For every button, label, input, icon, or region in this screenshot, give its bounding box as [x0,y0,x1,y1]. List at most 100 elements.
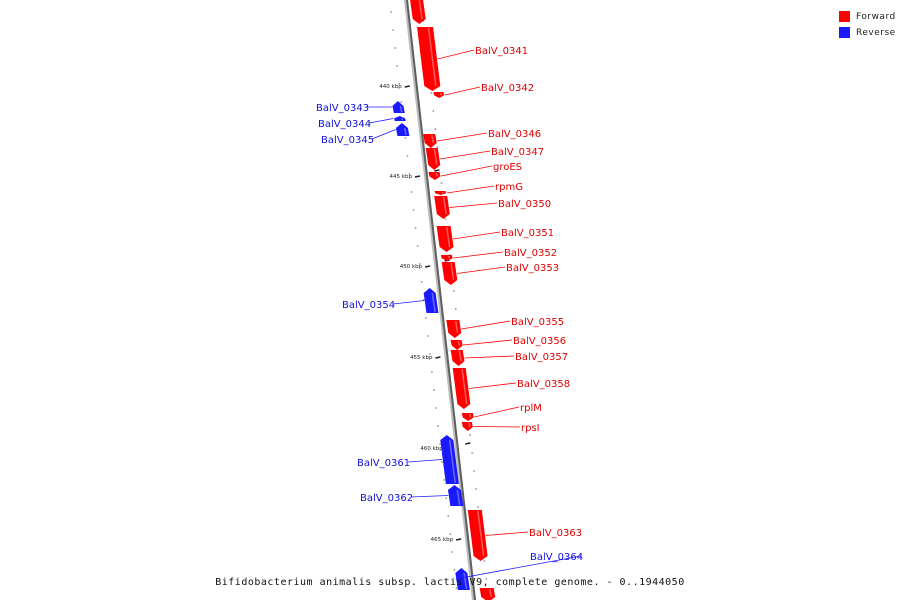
gene-label: BalV_0353 [506,263,559,274]
gene-arrow[interactable] [452,368,471,409]
gene-highlight [463,572,468,590]
gene-arrow[interactable] [467,510,488,561]
gene-arrow[interactable] [440,435,459,484]
label-leader [463,339,513,346]
major-tick [404,85,410,88]
minor-tick [427,335,429,337]
gene-label: BalV_0355 [511,317,564,328]
gene-arrow[interactable] [392,101,405,113]
gene-feature[interactable] [450,340,463,350]
gene-label: BalV_0363 [529,528,582,539]
gene-arrow[interactable] [394,116,406,121]
minor-tick [425,317,427,319]
gene-label: BalV_0343 [316,103,369,114]
gene-feature[interactable] [461,413,474,421]
minor-tick [414,227,417,229]
minor-tick [435,407,437,409]
gene-feature[interactable] [428,172,441,180]
gene-arrow[interactable] [461,422,473,431]
gene-label: groES [493,162,522,173]
gene-feature[interactable] [436,226,454,252]
gene-arrow[interactable] [417,27,441,91]
gene-arrow[interactable] [446,320,462,338]
gene-label: BalV_0352 [504,248,557,259]
scale-label: 445 kbp [390,174,413,180]
gene-feature[interactable] [440,255,453,261]
gene-feature[interactable] [455,568,470,590]
minor-tick [433,389,435,391]
gene-feature[interactable] [467,510,488,561]
forward-swatch [839,11,850,22]
gene-arrow[interactable] [425,148,441,170]
gene-feature[interactable] [440,435,459,484]
gene-feature[interactable] [410,0,426,24]
label-leader [392,300,425,305]
minor-tick [404,137,407,139]
gene-highlight [450,262,455,281]
gene-arrow[interactable] [395,123,410,136]
gene-feature[interactable] [452,368,471,409]
gene-arrow[interactable] [433,92,445,98]
gene-feature[interactable] [479,588,496,600]
label-leader [455,555,582,580]
minor-tick [418,263,421,265]
gene-arrow[interactable] [461,413,474,421]
gene-feature[interactable] [434,191,447,195]
gene-feature[interactable] [395,123,410,136]
label-leader-lines [367,49,582,580]
gene-arrow[interactable] [410,0,426,24]
gene-feature[interactable] [447,485,464,506]
gene-feature[interactable] [425,148,441,170]
gene-highlight [399,105,403,113]
gene-highlight [431,134,435,144]
gene-label: rplM [520,403,542,414]
gene-arrow[interactable] [434,196,450,219]
minor-tick [430,92,433,94]
minor-tick [396,65,398,67]
label-leader [456,266,506,274]
gene-label: BalV_0358 [517,379,570,390]
gene-feature[interactable] [394,116,406,121]
label-leader [485,531,529,536]
gene-feature[interactable] [423,134,437,148]
gene-arrow[interactable] [434,191,447,195]
major-tick [414,175,421,178]
gene-feature[interactable] [433,92,445,98]
gene-label: BalV_0345 [321,135,374,146]
gene-arrow[interactable] [450,350,465,366]
gene-feature[interactable] [423,288,439,313]
gene-feature[interactable] [450,350,465,366]
gene-arrow[interactable] [428,172,441,180]
gene-arrow[interactable] [423,134,437,148]
gene-feature[interactable] [392,101,405,113]
gene-feature[interactable] [441,262,458,285]
minor-tick [447,515,449,517]
gene-highlight [488,588,493,598]
gene-highlight [439,92,443,96]
gene-arrow[interactable] [440,255,453,261]
gene-highlight [458,350,462,362]
gene-arrow[interactable] [447,485,464,506]
label-leader [468,382,517,389]
gene-arrow[interactable] [450,340,463,350]
minor-tick [445,497,447,499]
minor-tick [392,29,394,31]
legend-reverse: Reverse [839,25,896,40]
gene-arrow[interactable] [479,588,496,600]
label-leader [439,150,491,160]
gene-arrow[interactable] [436,226,454,252]
gene-arrow[interactable] [441,262,458,285]
gene-arrow[interactable] [423,288,439,313]
minor-tick [400,101,403,103]
gene-features[interactable] [392,0,496,600]
gene-feature[interactable] [417,27,441,91]
gene-feature[interactable] [434,196,450,219]
legend-reverse-label: Reverse [856,27,896,38]
gene-feature[interactable] [446,320,462,338]
backbone-line [405,0,476,600]
gene-arrow[interactable] [455,568,470,590]
minor-tick [406,155,409,157]
minor-tick [412,209,415,211]
gene-feature[interactable] [461,422,473,431]
